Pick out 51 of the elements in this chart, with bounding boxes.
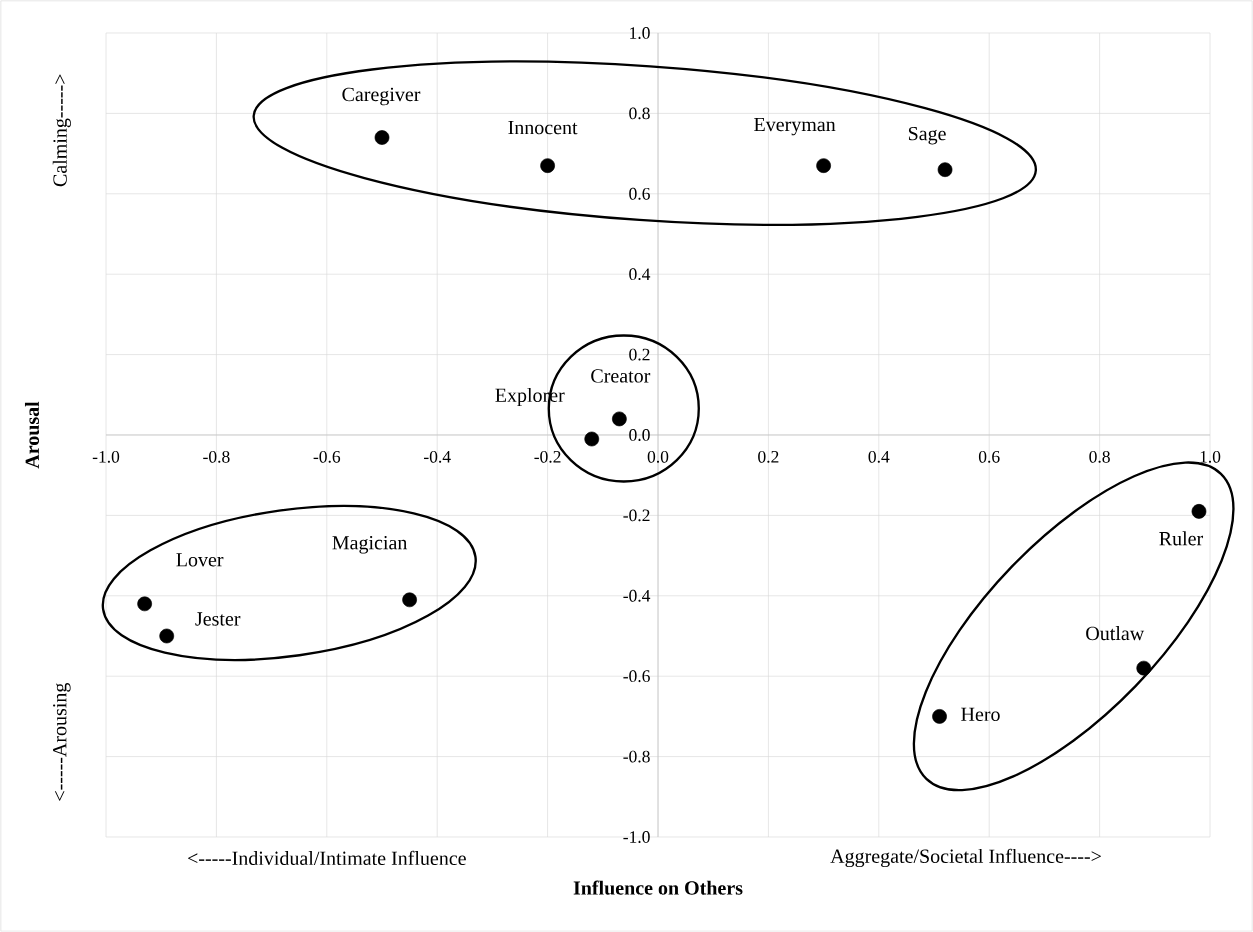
text: Calming-----> <box>52 74 71 187</box>
y-tick-label: -0.8 <box>623 750 650 763</box>
data-label: Magician <box>332 536 408 554</box>
point <box>816 158 831 173</box>
text: <-----Individual/Intimate Influence <box>188 850 466 866</box>
point <box>540 158 555 173</box>
x-tick-label: -0.2 <box>534 450 561 463</box>
point <box>584 431 600 447</box>
x-tick-label: 0.6 <box>978 450 1000 463</box>
data-label: Jester <box>195 612 241 626</box>
y-tick-label: -1.0 <box>623 831 650 843</box>
y-tick-label: -0.6 <box>623 670 650 683</box>
data-label: Lover <box>176 553 224 567</box>
text: Aggregate/Societal Influence----> <box>830 848 1101 868</box>
x-tick-label: 1.0 <box>1200 450 1221 463</box>
y-tick-label: 0.0 <box>629 429 650 441</box>
y-tick-label: -0.2 <box>623 509 650 522</box>
data-label: Outlaw <box>1086 626 1145 641</box>
x-tick-label: 0.8 <box>1089 450 1110 463</box>
y-axis-title: Arousal <box>24 401 40 469</box>
y-tick-label: 1.0 <box>630 27 650 39</box>
x-tick-label: 0.4 <box>868 450 890 463</box>
point <box>137 596 152 612</box>
data-label: Sage <box>908 126 946 145</box>
x-tick-label: -0.6 <box>313 450 341 463</box>
point <box>159 628 175 644</box>
data-label: Everyman <box>754 117 836 136</box>
x-tick-label: -0.4 <box>424 450 451 463</box>
text: <-----Arousing <box>53 683 71 801</box>
y-tick-label: 0.6 <box>629 187 650 200</box>
point <box>402 592 417 608</box>
data-label: Creator <box>591 369 651 383</box>
x-tick-label: 0.2 <box>758 450 779 463</box>
point <box>612 411 627 427</box>
y-tick-label: 0.2 <box>629 348 650 361</box>
point <box>937 162 953 178</box>
x-tick-label: 0.0 <box>647 450 669 463</box>
x-axis-title: Influence on Others <box>573 880 743 895</box>
y-tick-label: 0.4 <box>629 268 651 281</box>
point <box>1191 504 1207 519</box>
data-label: Ruler <box>1159 531 1204 546</box>
data-label: Caregiver <box>342 87 421 106</box>
x-tick-label: -0.8 <box>203 450 230 463</box>
point <box>374 130 390 145</box>
data-label: Hero <box>961 707 1000 722</box>
point <box>932 709 947 724</box>
x-tick-label: -1.0 <box>92 450 120 463</box>
point <box>1136 660 1152 676</box>
y-tick-label: 0.8 <box>629 107 650 120</box>
data-label: Innocent <box>508 121 578 135</box>
y-tick-label: -0.4 <box>623 589 651 602</box>
